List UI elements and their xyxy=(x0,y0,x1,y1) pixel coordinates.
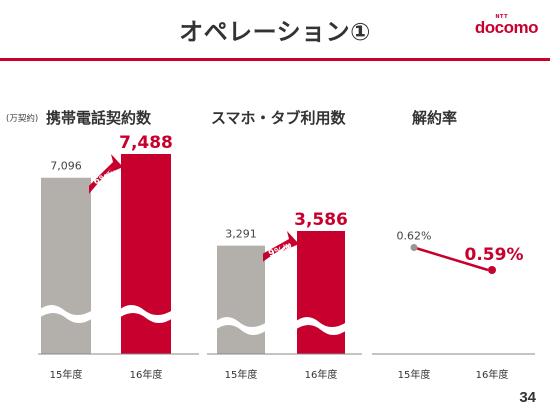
chart-1-title: 携帯電話契約数 xyxy=(46,109,152,127)
churn-point-1 xyxy=(410,244,418,251)
churn-line xyxy=(413,246,489,272)
axis-break-1-1 xyxy=(39,305,93,323)
axis-break-2-1 xyxy=(215,317,267,335)
axis-break-2-2 xyxy=(295,317,347,335)
bar-2-1 xyxy=(217,245,265,354)
page-number: 34 xyxy=(519,389,536,406)
bar-2-2 xyxy=(297,231,345,354)
category-label-3-2: 16年度 xyxy=(476,368,509,381)
docomo-logo: NTT docomo xyxy=(474,14,539,38)
logo-sub-label: NTT xyxy=(495,14,508,20)
churn-value-label-1: 0.62% xyxy=(397,230,432,243)
growth-arrow-2 xyxy=(263,231,299,262)
category-label-2-1: 15年度 xyxy=(225,368,258,381)
category-label-1-2: 16年度 xyxy=(130,368,163,381)
value-label-1-2: 7,488 xyxy=(119,133,173,153)
value-label-2-2: 3,586 xyxy=(294,210,348,230)
logo-wordmark: docomo xyxy=(474,18,539,37)
axis-break-1-2 xyxy=(119,305,173,323)
chart-3-title: 解約率 xyxy=(412,109,458,127)
page-title: オペレーション① xyxy=(179,18,371,46)
churn-value-label-2: 0.59% xyxy=(465,245,524,265)
category-label-3-1: 15年度 xyxy=(398,368,431,381)
category-label-2-2: 16年度 xyxy=(305,368,338,381)
growth-arrow-1 xyxy=(89,154,123,194)
churn-point-2 xyxy=(488,266,496,274)
unit-label: (万契約) xyxy=(6,114,39,124)
bar-1-1 xyxy=(41,177,91,354)
value-label-2-1: 3,291 xyxy=(225,228,257,241)
bar-1-2 xyxy=(121,154,171,354)
chart-2-title: スマホ・タブ利用数 xyxy=(211,109,346,127)
category-label-1-1: 15年度 xyxy=(50,368,83,381)
title-divider xyxy=(0,58,550,61)
value-label-1-1: 7,096 xyxy=(50,160,82,173)
